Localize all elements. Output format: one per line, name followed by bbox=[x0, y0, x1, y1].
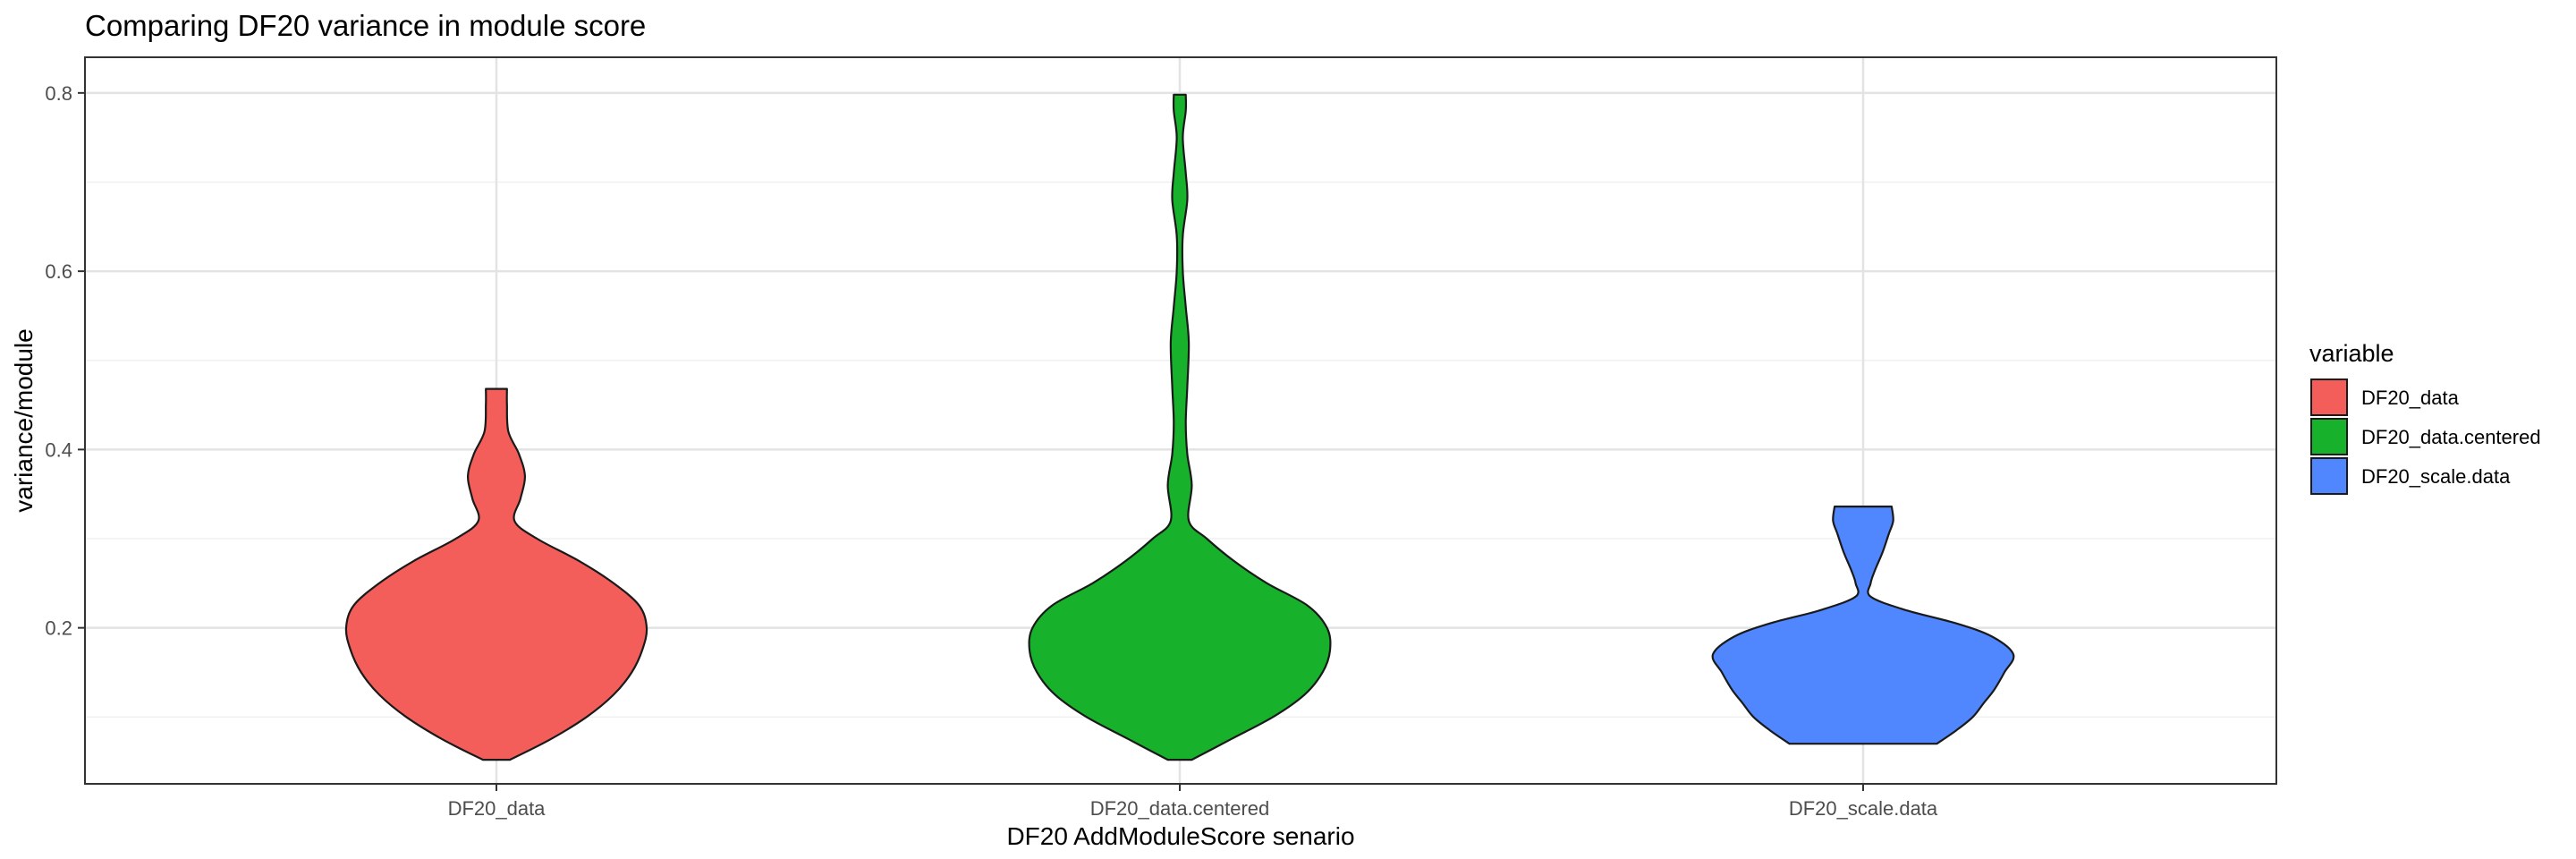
x-tick-label: DF20_scale.data bbox=[1789, 797, 1938, 820]
x-axis: DF20_data DF20_data.centered DF20_scale.da… bbox=[448, 784, 1938, 820]
x-tick-label: DF20_data.centered bbox=[1090, 797, 1270, 820]
chart-title: Comparing DF20 variance in module score bbox=[85, 9, 646, 42]
y-axis-title: variance/module bbox=[10, 328, 38, 512]
y-axis: 0.2 0.4 0.6 0.8 bbox=[45, 82, 85, 640]
legend-key-DF20_scale.data bbox=[2310, 457, 2348, 495]
legend-key-DF20_data.centered bbox=[2310, 418, 2348, 455]
legend-label: DF20_data bbox=[2361, 387, 2460, 409]
y-tick-label: 0.4 bbox=[45, 438, 72, 461]
legend-key-DF20_data bbox=[2310, 378, 2348, 416]
legend-label: DF20_scale.data bbox=[2361, 465, 2511, 488]
y-tick-label: 0.8 bbox=[45, 82, 72, 105]
legend-title: variable bbox=[2309, 340, 2394, 367]
x-tick-label: DF20_data bbox=[448, 797, 547, 820]
violin-DF20_scale.data bbox=[1711, 506, 2015, 745]
x-axis-title: DF20 AddModuleScore senario bbox=[1006, 822, 1354, 850]
violin-DF20_data bbox=[344, 387, 648, 761]
violins bbox=[344, 93, 2015, 761]
y-tick-label: 0.6 bbox=[45, 260, 72, 283]
y-tick-label: 0.2 bbox=[45, 617, 72, 640]
violin-DF20_data.centered bbox=[1028, 93, 1332, 761]
legend-label: DF20_data.centered bbox=[2361, 426, 2541, 448]
legend: variable DF20_data DF20_data.centered DF20… bbox=[2309, 340, 2541, 495]
